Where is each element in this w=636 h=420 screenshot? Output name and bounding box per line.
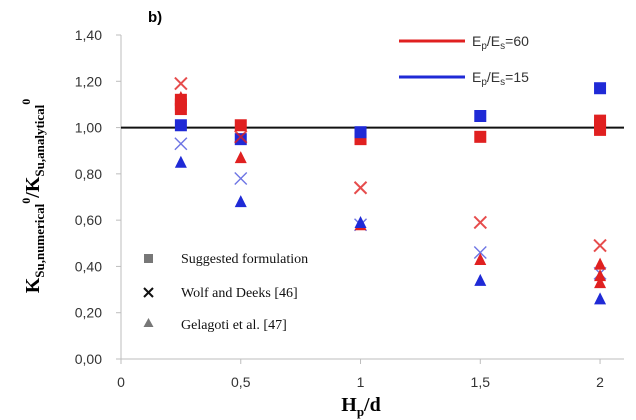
- triangle-point: [354, 215, 367, 228]
- y-tick-label: 1,00: [75, 120, 102, 136]
- square-point: [234, 133, 247, 146]
- marker-legend: Suggested formulation Wolf and Deeks [46…: [143, 252, 308, 333]
- legend-cross-marker: [143, 287, 154, 298]
- square-point: [174, 119, 187, 132]
- series-cross-ratio60: [174, 76, 607, 253]
- square-point: [234, 119, 247, 132]
- triangle-point: [594, 257, 607, 270]
- x-tick-label: 1,5: [471, 374, 491, 390]
- triangle-point: [594, 269, 607, 282]
- y-tick-label: 1,20: [75, 73, 102, 89]
- cross-point: [353, 181, 368, 195]
- y-axis-label: KSu,numerical0/KSu,analytical0: [19, 99, 47, 294]
- legend-label-gelagoti: Gelagoti et al. [47]: [181, 318, 287, 333]
- triangle-point: [594, 292, 607, 305]
- cross-point: [593, 238, 607, 253]
- square-point: [174, 103, 187, 116]
- triangle-point: [174, 155, 187, 168]
- y-tick-label: 0,20: [75, 305, 102, 321]
- square-point: [594, 123, 607, 136]
- series-triangle-ratio15: [174, 155, 607, 305]
- square-point: [474, 110, 487, 122]
- triangle-point: [474, 273, 487, 286]
- y-tick-label: 0,40: [75, 258, 102, 274]
- legend-label-suggested: Suggested formulation: [181, 252, 308, 267]
- cross-point: [473, 246, 487, 260]
- triangle-point: [474, 252, 487, 265]
- legend-label-ratio60: Ep/Es=60: [472, 33, 529, 52]
- axes: [116, 34, 624, 364]
- x-tick-label: 0,5: [231, 374, 251, 390]
- y-tick-label: 0,00: [75, 351, 102, 367]
- legend-label-wolf: Wolf and Deeks [46]: [181, 286, 298, 301]
- cross-point: [174, 76, 188, 91]
- square-point: [474, 130, 487, 143]
- x-axis-label: Hp/d: [341, 394, 380, 419]
- tick-labels: 0,00 0,20 0,40 0,60 0,80 1,00 1,20 1,40 0 0,5 1 1,5…: [75, 27, 604, 390]
- series-square-ratio15: [174, 82, 607, 146]
- triangle-point: [594, 276, 607, 289]
- x-tick-label: 0: [117, 374, 125, 390]
- legend-square-marker: [144, 254, 153, 263]
- legend-triangle-marker: [143, 318, 154, 327]
- cross-point: [174, 137, 188, 151]
- panel-label: b): [148, 9, 162, 26]
- y-tick-label: 1,40: [75, 27, 102, 43]
- legend-label-ratio15: Ep/Es=15: [472, 69, 529, 88]
- square-point: [354, 126, 367, 139]
- square-point: [594, 82, 607, 95]
- triangle-point: [174, 90, 187, 103]
- cross-point: [473, 215, 487, 230]
- color-legend: Ep/Es=60 Ep/Es=15: [399, 33, 529, 88]
- triangle-point: [234, 195, 247, 208]
- x-tick-label: 2: [596, 374, 604, 390]
- y-tick-label: 0,80: [75, 166, 102, 182]
- triangle-point: [234, 151, 247, 164]
- cross-point: [234, 171, 248, 185]
- y-tick-label: 0,60: [75, 212, 102, 228]
- cross-point: [234, 130, 248, 144]
- x-tick-label: 1: [357, 374, 365, 390]
- data-marks: [174, 76, 607, 305]
